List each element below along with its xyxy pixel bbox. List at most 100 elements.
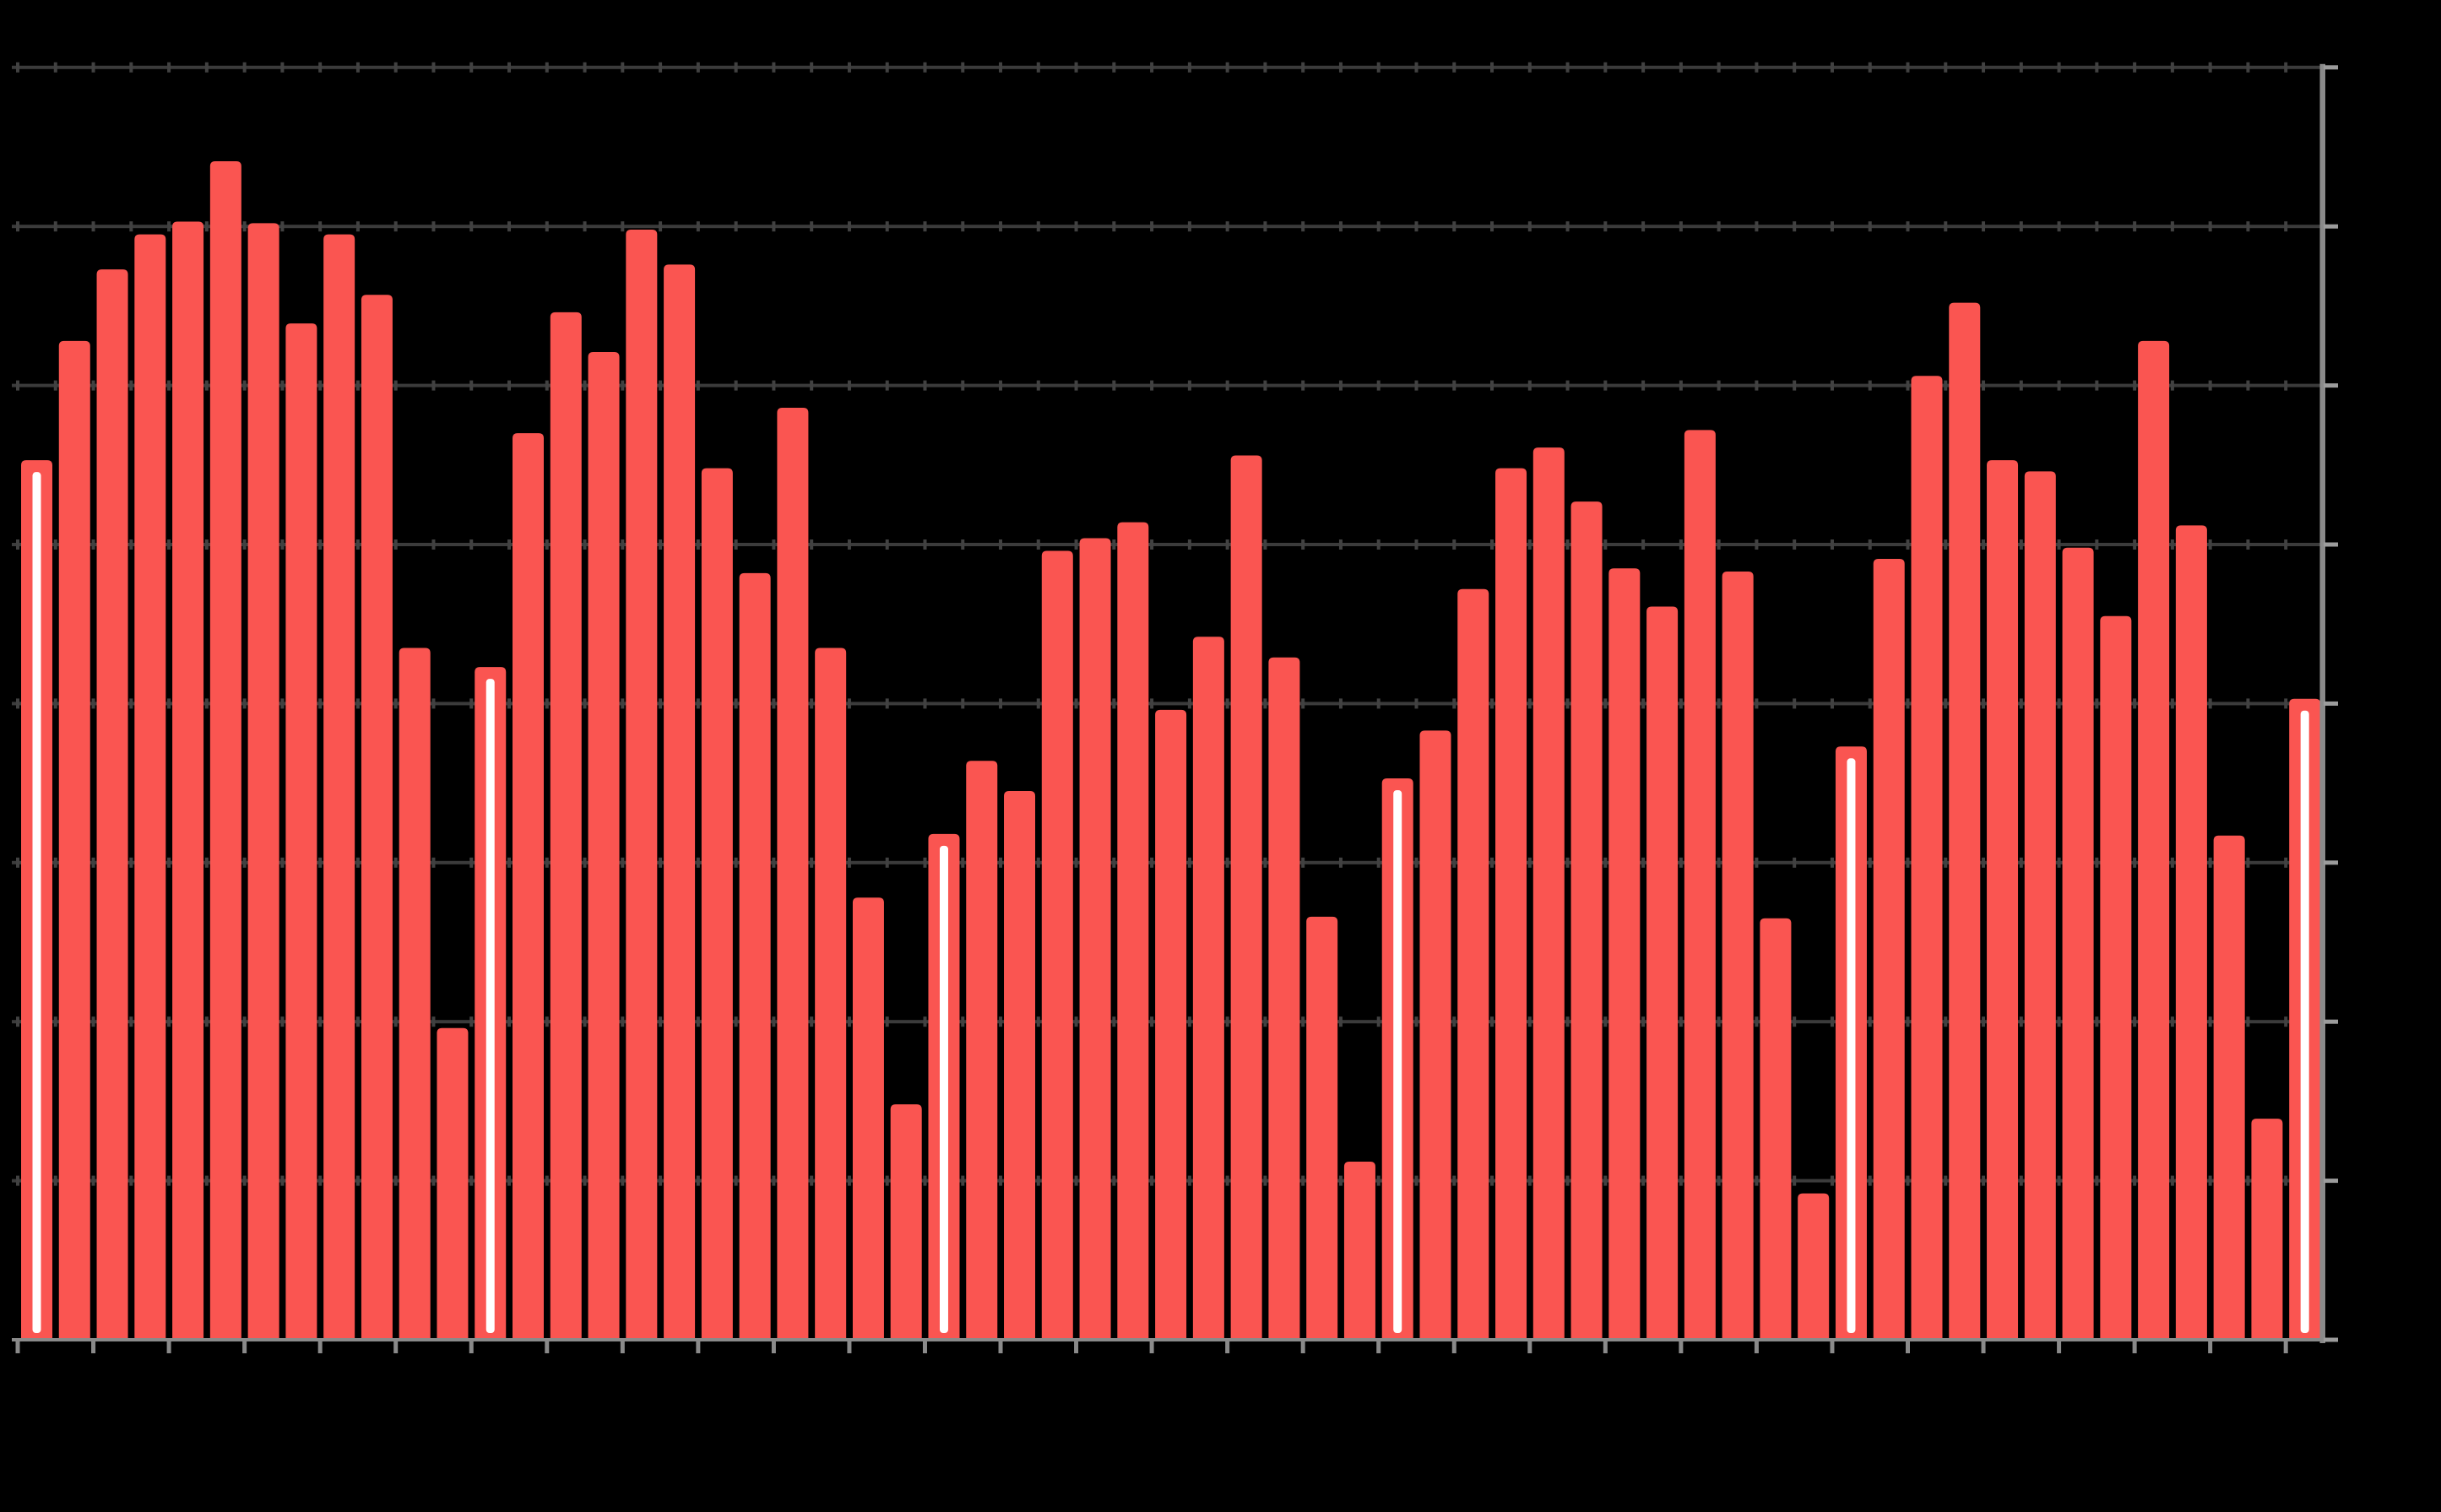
gridline-minor-tick bbox=[810, 62, 814, 73]
gridline-minor-tick bbox=[1338, 221, 1343, 232]
gridline-minor-tick bbox=[91, 539, 95, 550]
gridline bbox=[12, 543, 2322, 546]
x-axis-tick bbox=[545, 1341, 550, 1353]
gridline-minor-tick bbox=[318, 857, 323, 868]
gridline-minor-tick bbox=[1301, 1175, 1305, 1186]
gridline-minor-tick bbox=[242, 62, 247, 73]
bar bbox=[2175, 525, 2207, 1340]
gridline-minor-tick bbox=[2170, 1175, 2174, 1186]
gridline-minor-tick bbox=[583, 380, 587, 391]
gridline-minor-tick bbox=[2095, 539, 2099, 550]
gridline-minor-tick bbox=[923, 1175, 927, 1186]
gridline-minor-tick bbox=[1414, 1016, 1418, 1027]
gridline-minor-tick bbox=[961, 698, 965, 709]
gridline-minor-tick bbox=[621, 698, 625, 709]
gridline-minor-tick bbox=[16, 62, 19, 73]
gridline-minor-tick bbox=[2284, 1175, 2288, 1186]
gridline-minor-tick bbox=[2284, 380, 2288, 391]
gridline-minor-tick bbox=[1036, 62, 1040, 73]
x-axis-line bbox=[12, 1338, 2324, 1341]
gridline-minor-tick bbox=[2019, 221, 2023, 232]
gridline-minor-tick bbox=[1263, 1016, 1267, 1027]
gridline-minor-tick bbox=[1187, 380, 1191, 391]
gridline-minor-tick bbox=[2208, 698, 2212, 709]
gridline-minor-tick bbox=[318, 698, 323, 709]
gridline-minor-tick bbox=[53, 539, 57, 550]
gridline-minor-tick bbox=[696, 857, 700, 868]
gridline-minor-tick bbox=[545, 857, 549, 868]
gridline-minor-tick bbox=[1641, 539, 1646, 550]
gridline-minor-tick bbox=[1830, 857, 1834, 868]
gridline-minor-tick bbox=[280, 380, 285, 391]
highlight-stripe bbox=[485, 679, 495, 1333]
gridline-minor-tick bbox=[204, 1016, 209, 1027]
gridline-minor-tick bbox=[242, 380, 247, 391]
gridline-minor-tick bbox=[1527, 380, 1532, 391]
gridline-minor-tick bbox=[1301, 857, 1305, 868]
gridline-minor-tick bbox=[318, 62, 323, 73]
gridline-minor-tick bbox=[2095, 380, 2099, 391]
gridline-minor-tick bbox=[1452, 1175, 1456, 1186]
gridline-minor-tick bbox=[885, 857, 889, 868]
gridline-minor-tick bbox=[469, 221, 474, 232]
gridline-minor-tick bbox=[696, 62, 700, 73]
gridline-minor-tick bbox=[1036, 539, 1040, 550]
gridline-minor-tick bbox=[961, 221, 965, 232]
gridline-minor-tick bbox=[961, 539, 965, 550]
gridline-minor-tick bbox=[2133, 857, 2137, 868]
gridline-minor-tick bbox=[2246, 539, 2250, 550]
bar bbox=[739, 572, 771, 1340]
gridline-minor-tick bbox=[1868, 857, 1872, 868]
gridline-minor-tick bbox=[734, 380, 738, 391]
gridline-minor-tick bbox=[1301, 62, 1305, 73]
gridline-minor-tick bbox=[1225, 698, 1229, 709]
gridline-minor-tick bbox=[2208, 1175, 2212, 1186]
gridline-minor-tick bbox=[129, 1016, 133, 1027]
gridline-minor-tick bbox=[1755, 380, 1759, 391]
gridline-minor-tick bbox=[734, 62, 738, 73]
gridline-minor-tick bbox=[129, 380, 133, 391]
gridline-minor-tick bbox=[16, 698, 19, 709]
gridline-minor-tick bbox=[1679, 62, 1683, 73]
x-axis-tick bbox=[998, 1341, 1003, 1353]
gridline-minor-tick bbox=[167, 62, 171, 73]
gridline-minor-tick bbox=[1150, 380, 1154, 391]
bar bbox=[777, 407, 809, 1340]
gridline-minor-tick bbox=[53, 857, 57, 868]
gridline-minor-tick bbox=[280, 698, 285, 709]
gridline-minor-tick bbox=[355, 698, 360, 709]
gridline-minor-tick bbox=[1338, 380, 1343, 391]
gridline-minor-tick bbox=[1263, 221, 1267, 232]
gridline-minor-tick bbox=[696, 380, 700, 391]
gridline-minor-tick bbox=[1565, 698, 1570, 709]
gridline-minor-tick bbox=[1982, 1175, 1986, 1186]
gridline-minor-tick bbox=[1527, 221, 1532, 232]
gridline-minor-tick bbox=[1036, 698, 1040, 709]
bar bbox=[588, 352, 620, 1340]
x-axis-tick bbox=[771, 1341, 776, 1353]
x-axis-tick bbox=[393, 1341, 399, 1353]
gridline-minor-tick bbox=[1338, 1016, 1343, 1027]
gridline-minor-tick bbox=[1301, 698, 1305, 709]
gridline-minor-tick bbox=[1679, 857, 1683, 868]
gridline-minor-tick bbox=[1414, 857, 1418, 868]
gridline-minor-tick bbox=[53, 1016, 57, 1027]
gridline-minor-tick bbox=[2095, 857, 2099, 868]
gridline-minor-tick bbox=[2057, 221, 2061, 232]
x-axis-tick bbox=[1754, 1341, 1759, 1353]
gridline-minor-tick bbox=[393, 221, 398, 232]
gridline-minor-tick bbox=[1793, 539, 1797, 550]
bar bbox=[1646, 606, 1679, 1340]
gridline-minor-tick bbox=[1641, 698, 1646, 709]
gridline-minor-tick bbox=[2170, 1016, 2174, 1027]
gridline-minor-tick bbox=[923, 857, 927, 868]
gridline-minor-tick bbox=[2246, 1175, 2250, 1186]
gridline-minor-tick bbox=[1679, 1175, 1683, 1186]
gridline-minor-tick bbox=[393, 380, 398, 391]
bar bbox=[361, 295, 393, 1340]
gridline-minor-tick bbox=[1868, 1175, 1872, 1186]
gridline bbox=[12, 65, 2322, 69]
gridline-minor-tick bbox=[999, 221, 1003, 232]
gridline-minor-tick bbox=[1112, 857, 1116, 868]
gridline-minor-tick bbox=[1490, 698, 1494, 709]
